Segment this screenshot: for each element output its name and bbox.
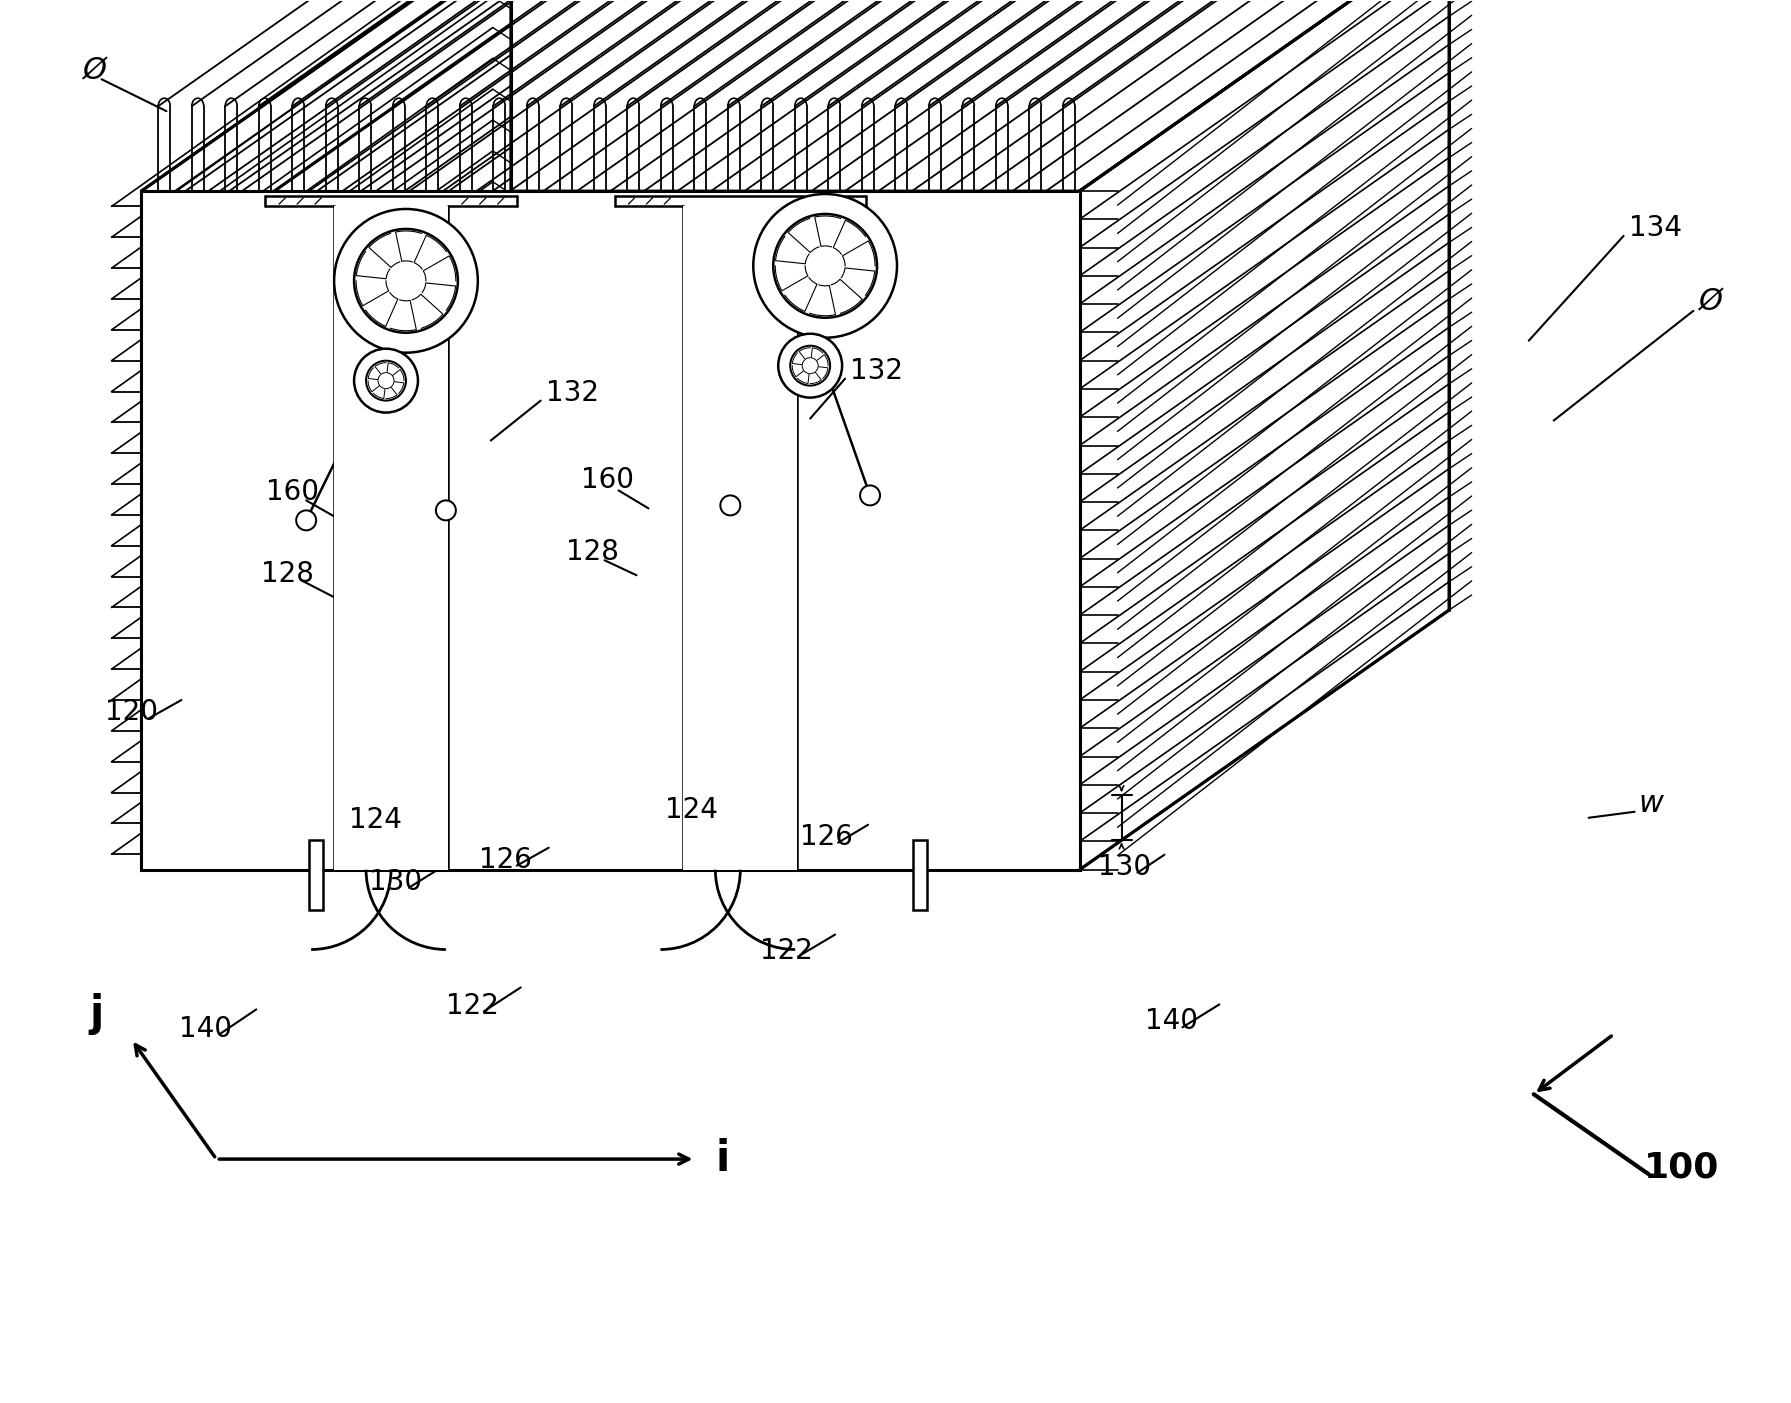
Text: i: i xyxy=(715,1138,729,1180)
Polygon shape xyxy=(913,840,928,909)
Circle shape xyxy=(779,334,842,397)
Text: 140: 140 xyxy=(1144,1007,1198,1035)
Circle shape xyxy=(365,361,407,401)
Polygon shape xyxy=(141,191,1080,870)
Polygon shape xyxy=(141,0,510,870)
Text: 126: 126 xyxy=(801,822,853,850)
Circle shape xyxy=(754,194,897,338)
Text: 120: 120 xyxy=(104,697,158,725)
Polygon shape xyxy=(684,206,797,870)
Text: 122: 122 xyxy=(759,937,813,965)
Circle shape xyxy=(720,495,740,515)
Circle shape xyxy=(335,209,478,352)
Circle shape xyxy=(435,501,457,521)
Circle shape xyxy=(296,511,317,530)
Text: 128: 128 xyxy=(566,539,618,567)
Text: 134: 134 xyxy=(1628,213,1682,241)
Circle shape xyxy=(774,215,878,317)
Text: 100: 100 xyxy=(1644,1150,1719,1184)
Text: 124: 124 xyxy=(349,805,401,833)
Polygon shape xyxy=(1080,0,1449,870)
Text: 128: 128 xyxy=(261,560,313,588)
Text: 132: 132 xyxy=(851,356,903,384)
Circle shape xyxy=(355,349,417,412)
Polygon shape xyxy=(141,0,1449,191)
Text: j: j xyxy=(90,993,104,1035)
Text: 124: 124 xyxy=(666,796,718,824)
Text: Ø: Ø xyxy=(1698,288,1723,317)
Text: 130: 130 xyxy=(1098,853,1152,881)
Text: 140: 140 xyxy=(179,1016,233,1044)
Text: 132: 132 xyxy=(546,379,598,407)
Text: 130: 130 xyxy=(369,867,423,895)
Text: 160: 160 xyxy=(267,478,319,506)
Circle shape xyxy=(355,229,458,333)
Text: w: w xyxy=(1639,788,1664,818)
Text: Ø: Ø xyxy=(82,56,106,86)
Circle shape xyxy=(790,345,831,386)
Text: 160: 160 xyxy=(580,466,634,494)
Text: 126: 126 xyxy=(478,846,532,874)
Text: 122: 122 xyxy=(446,992,498,1020)
Circle shape xyxy=(860,485,879,505)
Polygon shape xyxy=(310,840,322,909)
Polygon shape xyxy=(335,206,448,870)
